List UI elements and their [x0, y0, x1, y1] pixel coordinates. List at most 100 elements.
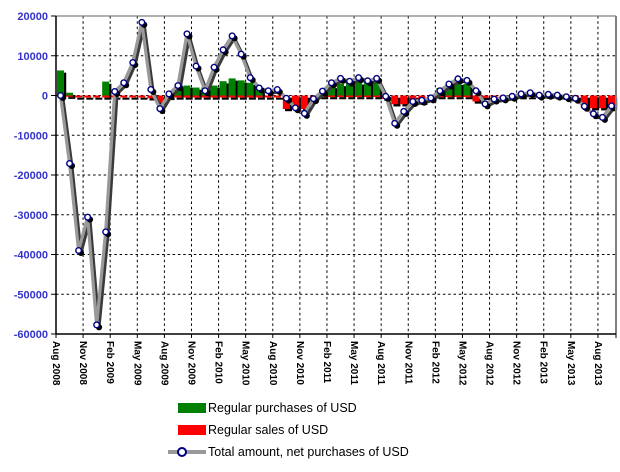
bar-sales	[607, 95, 615, 108]
x-tick-label: Nov 2008	[77, 341, 88, 385]
line-marker	[309, 95, 317, 103]
bar-sales-shadow	[321, 97, 329, 100]
bar-purchases	[463, 83, 471, 96]
line-marker	[120, 79, 128, 87]
bar-purchases	[346, 83, 354, 96]
y-tick-label: 10000	[17, 51, 48, 63]
line-marker	[409, 97, 417, 105]
y-tick-label: -10000	[14, 130, 48, 142]
line-marker	[246, 74, 254, 82]
line-marker	[427, 94, 435, 102]
bar-sales	[66, 95, 74, 97]
line-marker	[255, 84, 263, 92]
bar-sales	[129, 95, 137, 98]
line-marker	[508, 92, 516, 100]
x-tick-label: Nov 2012	[511, 341, 522, 385]
line-marker	[57, 91, 65, 99]
line-marker	[580, 102, 588, 110]
bar-sales	[264, 95, 272, 98]
line-marker	[318, 87, 326, 95]
bar-sales-shadow	[483, 97, 491, 101]
line-marker	[490, 95, 498, 103]
y-tick-label: 0	[42, 91, 48, 103]
bar-sales	[192, 95, 200, 98]
line-marker	[66, 159, 74, 167]
line-marker	[463, 76, 471, 84]
x-tick-label: Feb 2011	[321, 341, 332, 384]
x-tick-label: Feb 2013	[538, 341, 549, 384]
bar-purchases	[454, 82, 462, 96]
line-marker	[219, 46, 227, 54]
bar-sales	[481, 95, 489, 98]
line-marker	[553, 91, 561, 99]
x-tick-label: Aug 2008	[50, 341, 61, 386]
x-tick-label: Aug 2013	[592, 341, 603, 386]
line-marker	[382, 92, 390, 100]
line-marker	[165, 90, 173, 98]
line-marker	[526, 89, 534, 97]
line-marker	[337, 74, 345, 82]
bar-sales	[364, 95, 372, 98]
line-marker	[147, 86, 155, 94]
line-marker	[607, 102, 615, 110]
bar-sales-shadow	[257, 97, 265, 100]
bar-sales-shadow	[86, 97, 94, 100]
bar-purchases	[373, 81, 381, 96]
bar-purchases	[228, 78, 236, 96]
line-marker	[264, 87, 272, 95]
line-marker	[75, 247, 83, 255]
line-marker	[300, 109, 308, 117]
line-marker	[373, 74, 381, 82]
bar-sales-shadow	[239, 97, 247, 100]
line-marker	[535, 91, 543, 99]
line-marker	[102, 228, 110, 236]
x-tick-label: Aug 2011	[375, 341, 386, 385]
bar-sales	[291, 95, 299, 110]
bar-sales-shadow	[212, 97, 220, 100]
bar-sales-shadow	[528, 97, 536, 100]
x-tick-label: Nov 2010	[294, 341, 305, 385]
line-marker	[589, 110, 597, 118]
line-marker	[273, 86, 281, 94]
line-marker	[481, 100, 489, 108]
legend-item-net: Total amount, net purchases of USD	[168, 445, 409, 459]
line-marker	[210, 63, 218, 71]
line-marker	[436, 87, 444, 95]
bar-sales-shadow	[194, 97, 202, 100]
bar-sales	[84, 95, 92, 98]
bar-sales	[400, 95, 408, 105]
bar-sales-shadow	[456, 97, 464, 100]
bar-purchases	[327, 85, 335, 96]
bar-sales	[228, 95, 236, 98]
legend-item-sales: Regular sales of USD	[178, 423, 409, 437]
bar-purchases	[237, 80, 245, 96]
bar-sales	[346, 95, 354, 98]
bar-sales-shadow	[447, 97, 455, 100]
bar-sales	[210, 95, 218, 98]
x-tick-label: Nov 2011	[402, 341, 413, 385]
line-marker	[201, 87, 209, 95]
line-marker	[156, 105, 164, 113]
net-line-swatch-icon	[168, 446, 206, 457]
line-marker	[93, 321, 101, 329]
line-marker	[237, 50, 245, 58]
bar-sales-shadow	[140, 97, 148, 100]
bar-sales-shadow	[77, 97, 85, 100]
bar-purchases	[210, 85, 218, 96]
purchases-swatch-icon	[178, 402, 206, 413]
bar-sales-shadow	[366, 97, 374, 100]
bar-sales	[93, 95, 101, 98]
bar-purchases	[57, 70, 65, 96]
bar-sales-shadow	[357, 97, 365, 100]
sales-swatch-icon	[178, 424, 206, 435]
line-marker	[562, 93, 570, 101]
bar-sales	[445, 95, 453, 98]
bar-sales	[120, 95, 128, 98]
line-marker	[327, 79, 335, 87]
bar-sales	[147, 95, 155, 99]
bar-sales-shadow	[339, 97, 347, 100]
net-line-shadow	[61, 23, 616, 329]
bar-sales-shadow	[221, 97, 229, 100]
bar-sales	[463, 95, 471, 98]
